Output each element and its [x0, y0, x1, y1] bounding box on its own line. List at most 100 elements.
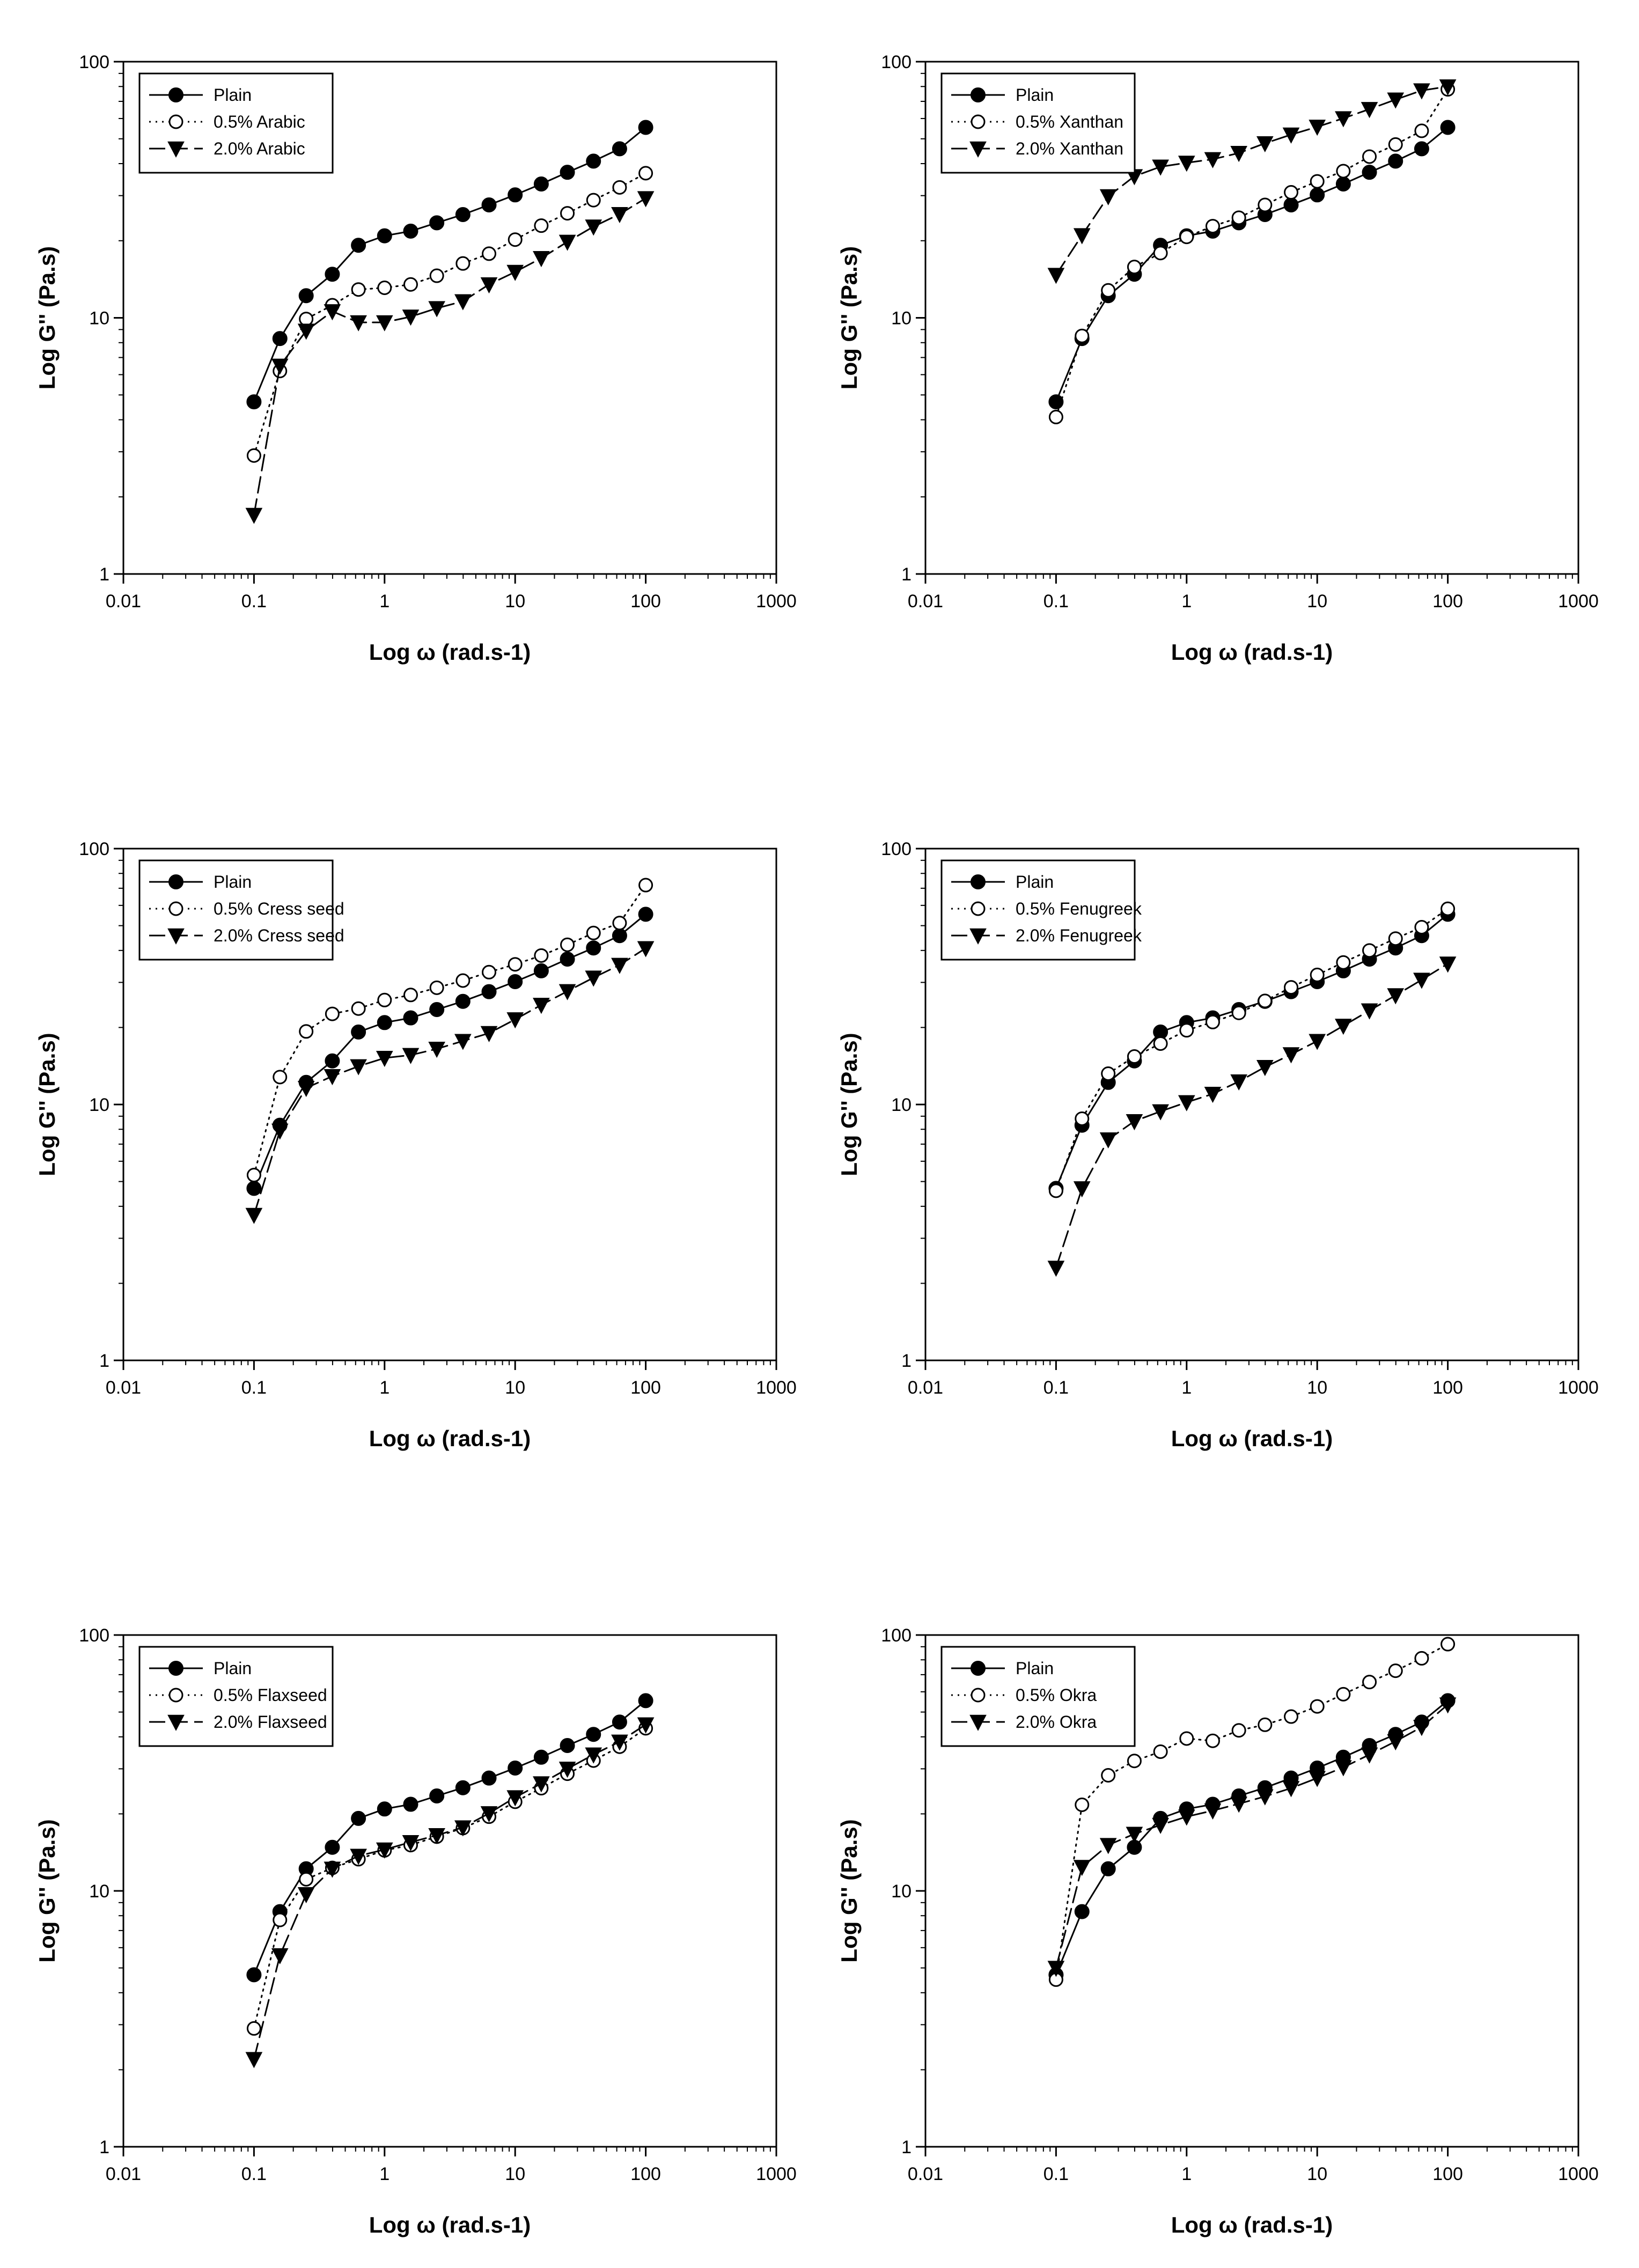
legend-entry: 2.0% Okra: [1016, 1712, 1097, 1732]
legend-entry: 0.5% Cress seed: [214, 899, 344, 918]
data-point: [533, 1776, 550, 1793]
data-point: [533, 251, 550, 268]
data-point: [481, 984, 497, 999]
x-tick-label: 1: [1181, 2164, 1192, 2184]
data-point: [1075, 1798, 1090, 1813]
series-line: [1055, 127, 1449, 403]
data-point: [324, 1861, 341, 1878]
data-point: [1204, 1803, 1222, 1820]
data-point: [611, 958, 628, 974]
data-point: [351, 238, 366, 253]
data-point: [1204, 152, 1222, 168]
data-point: [403, 1010, 418, 1026]
data-point: [1310, 174, 1325, 189]
data-point: [1256, 1060, 1274, 1077]
data-point: [297, 1887, 315, 1904]
data-point: [611, 1734, 628, 1751]
chart-panel-4: 0.01 0.1 1 10 100 1000 1 10 100 Log ω (rad.s-1) Lo…: [836, 839, 1599, 1451]
data-point: [1153, 1036, 1168, 1051]
x-tick-label: 0.1: [1043, 591, 1069, 612]
data-point: [1230, 1074, 1247, 1091]
data-point: [1231, 210, 1246, 225]
data-point: [403, 223, 418, 239]
legend-entry: Plain: [214, 1659, 252, 1678]
x-tick-label: 1: [1181, 1378, 1192, 1398]
legend-entry: 0.5% Flaxseed: [214, 1685, 327, 1705]
data-point: [455, 993, 471, 1009]
data-point: [428, 1828, 445, 1845]
data-point: [1205, 1014, 1220, 1029]
data-point: [1336, 164, 1351, 179]
data-point: [1335, 1760, 1352, 1777]
data-point: [1126, 1114, 1143, 1131]
series-plain: [246, 907, 653, 1196]
y-tick-label: 1: [99, 564, 109, 585]
data-point: [1178, 1809, 1195, 1826]
data-point: [1388, 153, 1403, 169]
legend-marker: [168, 1661, 183, 1676]
data-point: [1284, 980, 1299, 995]
series-line: [1055, 89, 1449, 418]
data-point: [1047, 1261, 1065, 1277]
data-point: [246, 394, 262, 410]
series-plain: [246, 120, 653, 410]
data-point: [273, 1912, 288, 1927]
data-point: [585, 970, 602, 987]
series-0-5pct-arabic: [246, 166, 653, 463]
data-point: [1126, 1827, 1143, 1843]
data-point: [638, 1693, 653, 1709]
x-tick-label: 1000: [756, 591, 797, 612]
x-tick-label: 100: [630, 2164, 661, 2184]
data-point: [1100, 1861, 1116, 1876]
data-point: [246, 1168, 261, 1183]
data-point: [376, 1842, 393, 1859]
legend: Plain 0.5% Okra 2.0% Okra: [940, 1646, 1136, 1747]
y-tick-label: 1: [99, 2137, 109, 2157]
data-point: [1309, 1034, 1326, 1050]
x-tick-label: 1: [379, 591, 389, 612]
chart-panel-3: 0.01 0.1 1 10 100 1000 1 10 100 Log ω (rad.s-1) Lo…: [34, 839, 797, 1451]
data-point: [1335, 1019, 1352, 1035]
data-point: [1310, 187, 1325, 203]
data-point: [428, 301, 445, 318]
series-line: [253, 947, 647, 1216]
x-tick-label: 10: [1307, 2164, 1327, 2184]
series-2-0pct-cress-seed: [245, 941, 655, 1224]
data-point: [246, 1967, 262, 1983]
data-point: [403, 1796, 418, 1812]
data-point: [377, 228, 392, 244]
data-point: [298, 288, 314, 304]
series-2-0pct-arabic: [245, 191, 655, 524]
x-tick-label: 0.1: [1043, 2164, 1069, 2184]
x-tick-label: 0.1: [241, 1378, 267, 1398]
data-point: [586, 153, 601, 169]
x-tick-label: 0.1: [1043, 1378, 1069, 1398]
data-point: [1153, 246, 1168, 261]
data-point: [637, 941, 655, 958]
data-point: [403, 277, 418, 292]
data-point: [480, 1806, 498, 1823]
y-axis-title: Log G'' (Pa.s): [34, 1033, 60, 1176]
series-line: [253, 1699, 647, 1976]
legend-entry: Plain: [1016, 85, 1054, 105]
series-0-5pct-okra: [1048, 1637, 1456, 1987]
data-point: [481, 1770, 497, 1786]
chart-panel-1: 0.01 0.1 1 10 100 1000 1 10 100 Log ω (rad.s-1) Lo…: [34, 52, 797, 665]
legend-marker: [969, 1714, 987, 1731]
series-line: [1055, 1704, 1449, 1969]
data-point: [1387, 1734, 1405, 1751]
x-tick-label: 1000: [756, 1378, 797, 1398]
x-axis-title: Log ω (rad.s-1): [1171, 2212, 1333, 2237]
data-point: [454, 1820, 472, 1837]
data-point: [1336, 955, 1351, 970]
data-point: [1439, 1697, 1457, 1714]
y-tick-label: 10: [89, 308, 109, 329]
data-point: [1231, 1723, 1246, 1738]
series-line: [253, 172, 647, 456]
series-line: [1055, 908, 1449, 1192]
data-point: [1101, 283, 1116, 298]
data-point: [586, 925, 601, 940]
x-tick-label: 1000: [1558, 591, 1599, 612]
data-point: [1414, 1651, 1429, 1666]
data-point: [297, 323, 315, 340]
